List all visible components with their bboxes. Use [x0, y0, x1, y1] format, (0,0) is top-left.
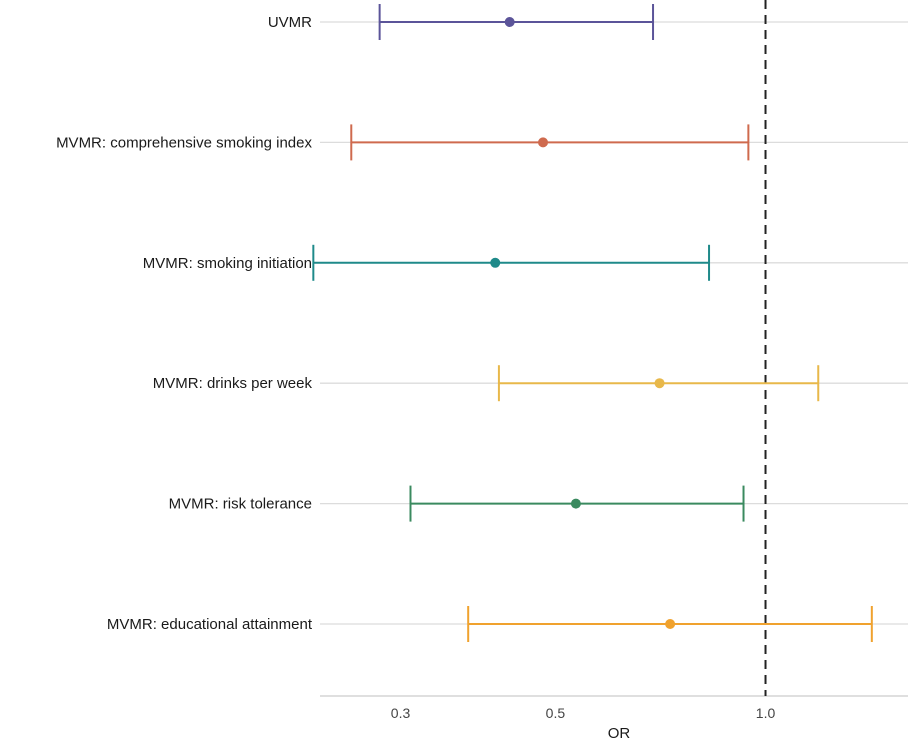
estimate-row: MVMR: smoking initiation [143, 244, 711, 281]
estimate-row: MVMR: drinks per week [153, 365, 820, 402]
x-tick-label: 1.0 [756, 705, 776, 721]
point-estimate [538, 137, 549, 148]
row-label: MVMR: comprehensive smoking index [56, 134, 312, 151]
grid-layer [320, 21, 908, 625]
x-tick-label: 0.3 [391, 705, 411, 721]
row-label: MVMR: drinks per week [153, 375, 313, 392]
point-estimate [504, 17, 515, 27]
point-estimate [654, 378, 665, 389]
point-estimate [570, 498, 581, 509]
x-tick-label: 0.5 [546, 705, 566, 721]
estimate-row: MVMR: educational attainment [107, 606, 873, 642]
row-label: MVMR: smoking initiation [143, 255, 312, 272]
row-label: MVMR: risk tolerance [169, 496, 312, 513]
row-label: MVMR: educational attainment [107, 616, 313, 633]
point-estimate [665, 619, 676, 629]
row-label: UVMR [268, 14, 312, 31]
estimate-row: UVMR [268, 4, 655, 40]
estimate-row: MVMR: risk tolerance [169, 485, 745, 522]
x-tick-labels: 0.3 0.5 1.0 [391, 705, 776, 721]
estimate-row: MVMR: comprehensive smoking index [56, 124, 750, 161]
point-estimate [490, 257, 501, 268]
x-axis-title: OR [608, 725, 631, 741]
rows-layer: UVMR MVMR: comprehensive smoking index MVM… [56, 4, 873, 642]
